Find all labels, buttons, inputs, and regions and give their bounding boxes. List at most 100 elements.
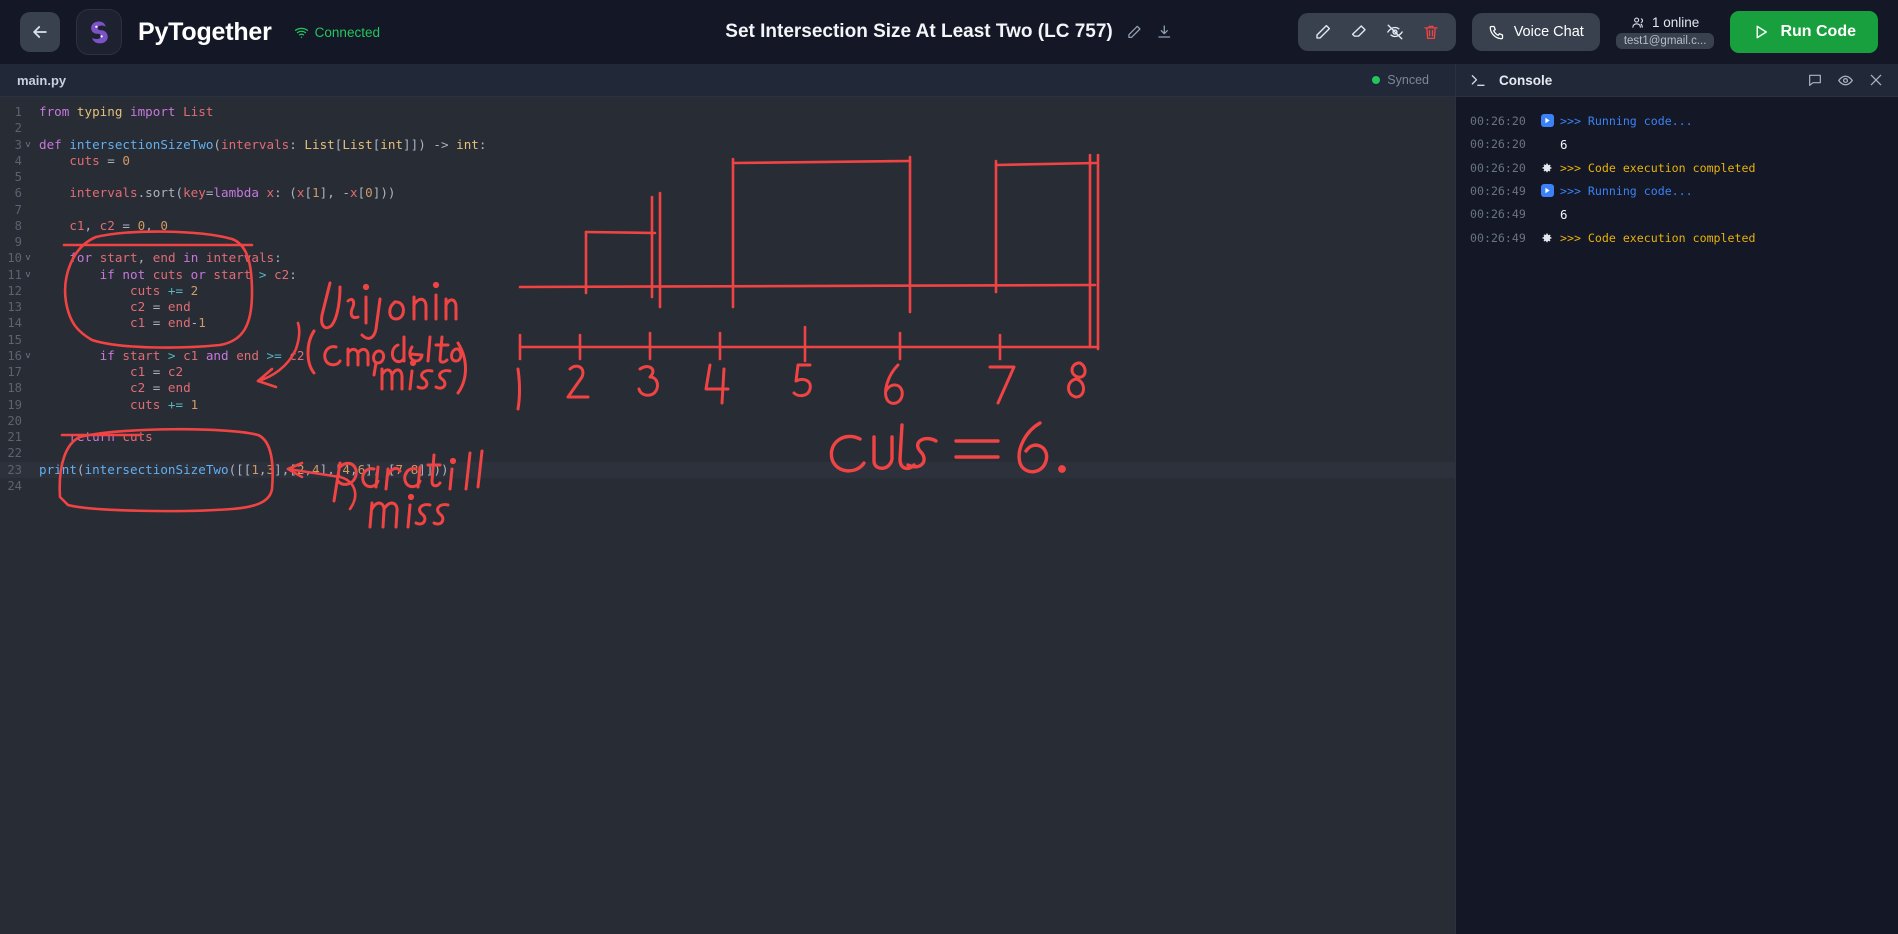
annotation-toolbar [1297,13,1456,51]
app-logo[interactable] [76,9,122,55]
play-icon [1756,25,1768,39]
code-text: if start > c1 and end >= c2: [99,347,313,363]
code-line[interactable]: 6 intervals.sort(key=lambda x: (x[1], -x… [0,185,1455,201]
code-line[interactable]: 9 [0,234,1455,250]
console-log-row: 00:26:20 6 [1456,132,1898,156]
close-icon[interactable] [1868,72,1884,88]
code-lines[interactable]: 1 from typing import List 2 3 v def intersect… [0,97,1455,494]
code-line[interactable]: 21 return cuts [0,429,1455,445]
editor-tabbar: main.py Synced [0,64,1455,97]
line-number: 20 [7,413,22,428]
log-timestamp: 00:26:20 [1470,160,1526,175]
line-number: 19 [7,397,22,412]
line-number: 22 [7,446,22,461]
voice-chat-button[interactable]: Voice Chat [1471,13,1600,51]
code-line[interactable]: 18 c2 = end [0,380,1455,396]
code-line[interactable]: 13 c2 = end [0,299,1455,315]
console-log-row: 00:26:20 >>> Code execution completed [1456,156,1898,179]
code-text: cuts = 0 [39,152,131,168]
run-code-button[interactable]: Run Code [1730,11,1878,53]
code-line[interactable]: 12 cuts += 2 [0,283,1455,299]
header-actions: Voice Chat 1 online test1@gmail.c... Run… [1297,11,1878,53]
line-number: 8 [14,218,22,233]
sync-dot-icon [1372,76,1381,84]
line-number: 23 [7,462,22,477]
line-number: 5 [14,170,22,184]
log-message: >>> Code execution completed [1560,160,1756,175]
console-log-row: 00:26:20 >>> Running code... [1456,109,1898,132]
gear-icon [1534,162,1560,174]
code-line[interactable]: 2 [0,120,1455,136]
app-title: PyTogether [138,17,272,46]
log-timestamp: 00:26:49 [1470,207,1526,221]
online-count-label: 1 online [1651,15,1700,30]
back-button[interactable] [20,12,60,52]
pen-tool-button[interactable] [1308,17,1338,47]
eraser-tool-button[interactable] [1344,17,1374,47]
wifi-icon [294,27,308,38]
code-line[interactable]: 5 [0,169,1455,185]
fold-toggle-icon[interactable]: v [25,350,31,361]
console-log-list[interactable]: 00:26:20 >>> Running code... 00:26:20 6 00:2… [1456,97,1898,934]
fold-toggle-icon[interactable]: v [25,139,31,150]
line-number: 1 [14,105,22,119]
code-line[interactable]: 24 [0,478,1455,494]
code-editor[interactable]: 1 from typing import List 2 3 v def intersect… [0,97,1455,934]
pytogether-logo-icon [91,21,108,44]
log-timestamp: 00:26:49 [1470,230,1526,245]
document-title-group: Set Intersection Size At Least Two (LC 7… [725,21,1172,43]
code-line[interactable]: 10 v for start, end in intervals: [0,250,1455,266]
terminal-prompt-icon [1471,74,1485,86]
ink-text-miss-2 [368,493,450,529]
eye-icon[interactable] [1837,72,1854,89]
eraser-tool-icon [1351,25,1366,37]
code-line[interactable]: 4 cuts = 0 [0,153,1455,169]
code-line[interactable]: 20 [0,413,1455,429]
code-line[interactable]: 19 cuts += 1 [0,397,1455,413]
code-line[interactable]: 11 v if not cuts or start > c2: [0,267,1455,283]
code-line[interactable]: 22 [0,445,1455,461]
console-log-row: 00:26:49 6 [1456,202,1898,226]
chat-bubble-icon[interactable] [1807,72,1823,88]
download-icon[interactable] [1157,24,1173,40]
tab-main-py[interactable]: main.py [17,72,67,88]
arrow-left-icon [33,26,47,38]
line-number: 17 [7,365,22,379]
current-user-chip[interactable]: test1@gmail.c... [1615,33,1715,49]
line-number: 3 [14,137,22,152]
code-line[interactable]: 14 c1 = end-1 [0,315,1455,331]
code-line[interactable]: 23 print(intersectionSizeTwo([[1,3],[2,4]… [0,461,1455,478]
fold-toggle-icon[interactable]: v [25,253,31,264]
console-header-actions [1807,72,1884,89]
voice-chat-label: Voice Chat [1513,24,1584,40]
toggle-annotations-button[interactable] [1380,17,1410,47]
code-line[interactable]: 7 [0,202,1455,218]
code-text: c2 = end [39,299,191,314]
code-line[interactable]: 8 c1, c2 = 0, 0 [0,218,1455,234]
run-code-label: Run Code [1780,23,1856,40]
code-text: c1, c2 = 0, 0 [39,217,168,233]
code-line[interactable]: 1 from typing import List [0,104,1455,120]
clear-annotations-button[interactable] [1416,17,1446,47]
sync-status: Synced [1372,73,1442,87]
line-number: 24 [7,478,22,493]
fold-toggle-icon[interactable]: v [25,269,31,280]
code-line[interactable]: 16 v if start > c1 and end >= c2: [0,348,1455,364]
pencil-edit-icon[interactable] [1127,24,1143,40]
log-timestamp: 00:26:20 [1470,113,1526,128]
eye-off-icon [1386,24,1403,40]
app-header: PyTogether Connected Set Intersection Si… [0,0,1898,64]
code-text: c1 = c2 [39,364,184,379]
line-number: 2 [14,121,22,136]
line-number: 15 [7,332,22,347]
code-line[interactable]: 3 v def intersectionSizeTwo(intervals: Lis… [0,137,1455,153]
log-message: >>> Code execution completed [1560,230,1756,245]
online-users[interactable]: 1 online test1@gmail.c... [1615,15,1715,49]
console-title: Console [1499,72,1553,88]
log-message: 6 [1560,136,1568,152]
code-line[interactable]: 15 [0,332,1455,348]
code-line[interactable]: 17 c1 = c2 [0,364,1455,380]
code-text: for start, end in intervals: [69,250,282,266]
console-header: Console [1456,64,1898,97]
workspace: main.py Synced 1 from typing import List 2… [0,64,1898,934]
